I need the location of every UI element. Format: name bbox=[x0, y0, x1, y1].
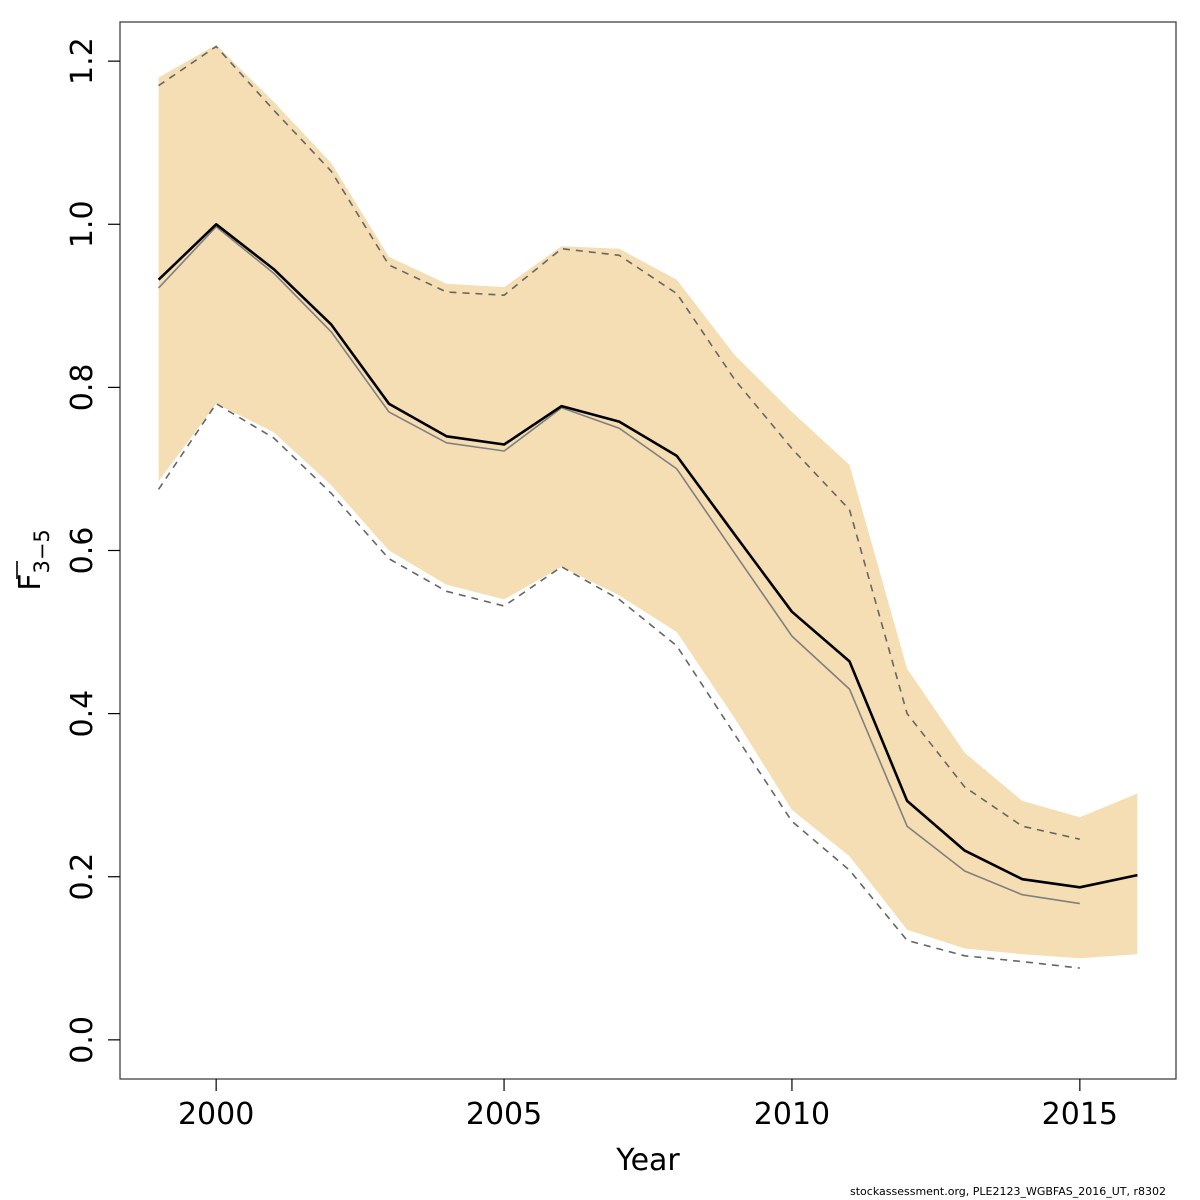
y-tick-label-0.0: 0.0 bbox=[65, 1016, 100, 1064]
y-axis-title-base: F bbox=[13, 574, 48, 591]
footer-note: stockassessment.org, PLE2123_WGBFAS_2016… bbox=[850, 1185, 1166, 1198]
x-tick-label-2000: 2000 bbox=[178, 1097, 254, 1132]
y-tick-label-1.0: 1.0 bbox=[65, 200, 100, 248]
x-tick-label-2015: 2015 bbox=[1042, 1097, 1118, 1132]
current-estimate-line bbox=[157, 223, 1138, 889]
y-axis-title-subscript: 3−5 bbox=[30, 529, 54, 573]
y-tick-label-0.6: 0.6 bbox=[65, 527, 100, 575]
previous-upper-bound-line bbox=[158, 45, 1080, 840]
x-tick-label-2005: 2005 bbox=[466, 1097, 542, 1132]
previous-lower-bound-line bbox=[157, 402, 1080, 969]
x-axis-title: Year bbox=[615, 1143, 680, 1178]
y-tick-label-0.4: 0.4 bbox=[65, 690, 100, 738]
y-axis-title: F3−5 bbox=[13, 529, 54, 591]
y-tick-label-0.2: 0.2 bbox=[65, 853, 100, 901]
series-layer bbox=[157, 45, 1138, 969]
y-axis: 0.0 0.2 0.4 0.6 0.8 1.0 1.2 bbox=[65, 37, 120, 1064]
confidence-band-layer bbox=[158, 44, 1138, 959]
confidence-band bbox=[158, 44, 1138, 959]
previous-estimate-line bbox=[158, 225, 1080, 905]
x-tick-label-2010: 2010 bbox=[754, 1097, 830, 1132]
y-tick-label-0.8: 0.8 bbox=[65, 364, 100, 412]
y-axis-title-text: F3−5 bbox=[13, 529, 54, 591]
x-axis: 2000 2005 2010 2015 bbox=[178, 1079, 1118, 1132]
y-tick-label-1.2: 1.2 bbox=[65, 37, 100, 85]
